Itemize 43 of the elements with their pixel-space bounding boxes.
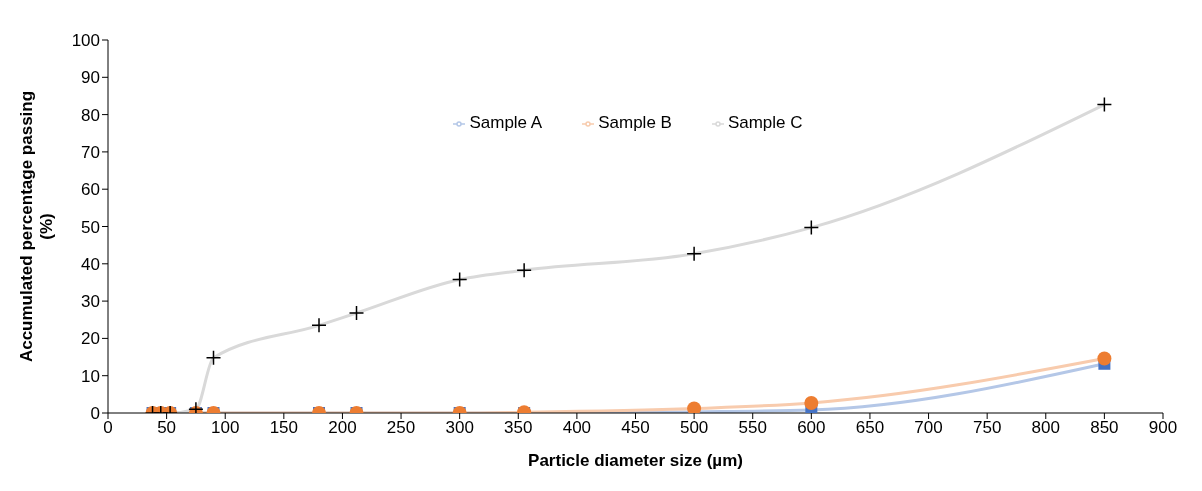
y-tick-label: 30 xyxy=(81,292,100,312)
x-tick-label: 600 xyxy=(797,418,826,438)
x-tick-label: 900 xyxy=(1148,418,1178,438)
point xyxy=(348,305,365,321)
point xyxy=(451,271,468,288)
y-tick-label: 100 xyxy=(71,31,100,51)
y-tick-label: 80 xyxy=(81,105,100,125)
point xyxy=(686,245,702,262)
x-tick-label: 400 xyxy=(562,418,592,438)
x-tick-label: 150 xyxy=(269,418,299,438)
y-tick-label: 70 xyxy=(81,142,100,162)
legend-label: Sample B xyxy=(598,113,672,132)
x-tick-label: 650 xyxy=(855,418,885,438)
x-tick-label: 100 xyxy=(211,418,240,438)
x-tick-label: 0 xyxy=(103,418,113,438)
y-tick-label: 90 xyxy=(81,68,100,88)
point xyxy=(1097,351,1112,366)
x-tick-label: 250 xyxy=(386,418,416,438)
x-axis-title: Particle diameter size (µm) xyxy=(528,451,743,470)
x-tick-label: 500 xyxy=(679,418,709,438)
x-tick-label: 350 xyxy=(504,418,533,438)
point xyxy=(803,219,820,236)
x-tick-label: 700 xyxy=(914,418,943,438)
y-tick-label: 60 xyxy=(81,180,100,200)
point xyxy=(516,262,532,278)
legend-label: Sample C xyxy=(727,113,803,132)
y-tick-label: 40 xyxy=(81,254,100,274)
x-tick-label: 800 xyxy=(1031,418,1060,438)
y-tick-label: 10 xyxy=(81,366,100,386)
point xyxy=(311,317,327,334)
x-tick-label: 50 xyxy=(157,418,177,438)
y-tick-label: 20 xyxy=(81,329,100,349)
point xyxy=(687,401,702,413)
y-axis-title: Accumulated percentage passing (%) xyxy=(17,90,56,363)
x-tick-label: 750 xyxy=(972,418,1002,438)
x-tick-label: 200 xyxy=(328,418,357,438)
y-tick-label: 50 xyxy=(81,217,100,237)
y-tick-label: 0 xyxy=(90,404,100,424)
x-tick-label: 450 xyxy=(621,418,650,438)
x-tick-label: 300 xyxy=(445,418,474,438)
x-tick-label: 850 xyxy=(1090,418,1119,438)
x-tick-label: 550 xyxy=(738,418,767,438)
legend-label: Sample A xyxy=(469,113,543,132)
